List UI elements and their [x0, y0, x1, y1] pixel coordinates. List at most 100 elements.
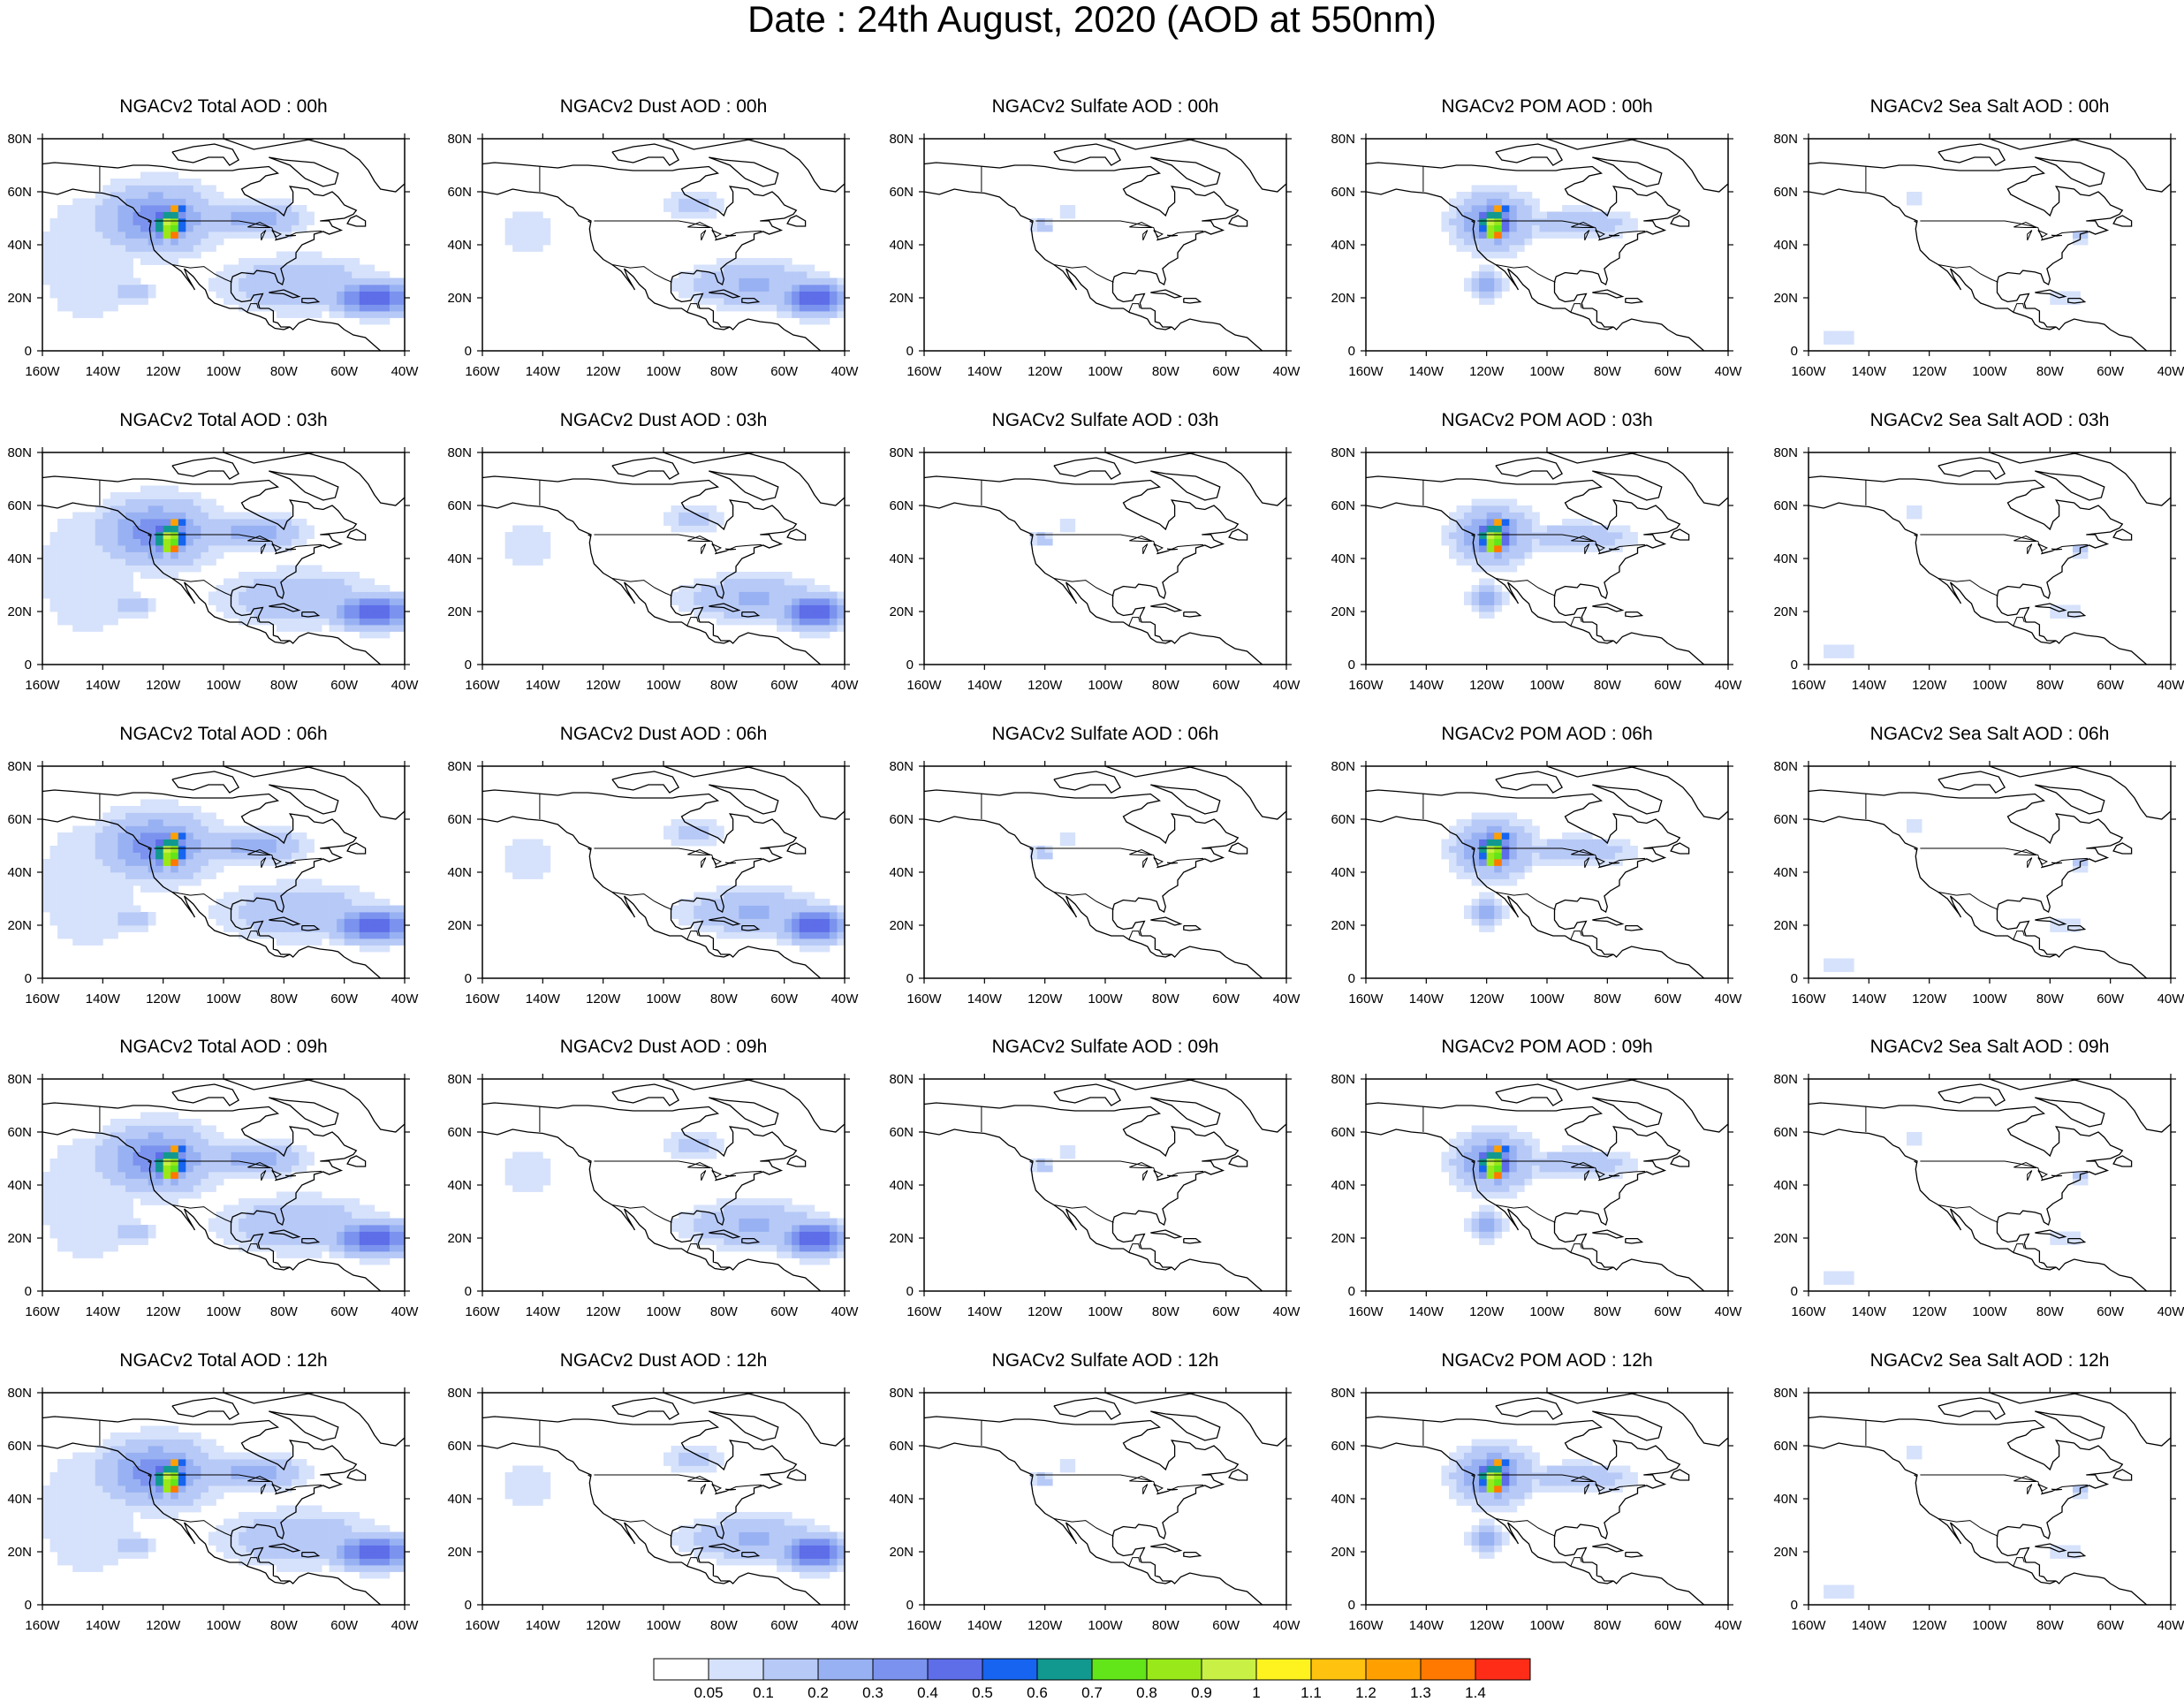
- aod-cell: [133, 1151, 141, 1159]
- aod-cell: [1456, 846, 1465, 853]
- aod-cell: [762, 572, 770, 579]
- great-lakes: [271, 230, 282, 238]
- aod-cell: [1562, 545, 1570, 552]
- aod-cell: [155, 512, 163, 520]
- aod-cell: [148, 565, 156, 573]
- country-border: [2013, 931, 2025, 940]
- aod-cell: [64, 1165, 73, 1173]
- lon-tick-label: 80W: [270, 1304, 299, 1319]
- aod-cell: [1524, 825, 1533, 833]
- aod-cell: [95, 1191, 103, 1199]
- aod-cell: [125, 1231, 133, 1239]
- aod-cell: [72, 892, 81, 900]
- aod-cell: [208, 505, 216, 513]
- aod-cell: [2080, 859, 2089, 866]
- aod-cell: [837, 938, 846, 946]
- aod-cell: [246, 859, 254, 866]
- aod-cell: [80, 238, 88, 246]
- aod-cell: [178, 545, 186, 552]
- aod-cell: [171, 1185, 179, 1192]
- aod-cell: [679, 1218, 686, 1226]
- aod-cell: [95, 872, 103, 879]
- aod-cell: [110, 205, 118, 212]
- aod-cell: [731, 618, 739, 626]
- aod-cell: [284, 285, 292, 292]
- lon-tick-label: 100W: [206, 992, 241, 1007]
- aod-cell: [2065, 925, 2074, 932]
- aod-cell: [1607, 846, 1616, 853]
- aod-cell: [1509, 218, 1518, 225]
- aod-cell: [64, 538, 73, 546]
- lon-tick-label: 40W: [1273, 992, 1301, 1007]
- lat-tick-label: 20N: [1773, 604, 1798, 619]
- coastline: [1628, 766, 1728, 820]
- coastline: [1667, 329, 1705, 351]
- aod-cell: [1501, 185, 1510, 193]
- aod-cell: [1479, 218, 1487, 225]
- aod-cell: [118, 238, 126, 246]
- aod-cell: [171, 1132, 179, 1139]
- aod-cell: [64, 232, 73, 239]
- aod-cell: [519, 1178, 528, 1186]
- coastline: [1938, 143, 2006, 166]
- aod-cell: [1494, 251, 1503, 259]
- aod-cell: [201, 1125, 209, 1133]
- aod-cell: [80, 1218, 88, 1226]
- aod-cell: [716, 298, 724, 305]
- aod-cell: [87, 532, 96, 539]
- aod-cell: [527, 852, 536, 860]
- aod-cell: [208, 205, 216, 212]
- aod-cell: [1464, 591, 1472, 599]
- aod-cell: [118, 1238, 126, 1245]
- aod-cell: [527, 232, 536, 239]
- aod-cell: [193, 1178, 201, 1186]
- aod-cell: [307, 285, 315, 292]
- aod-cell: [110, 498, 118, 506]
- aod-cell: [1501, 819, 1510, 826]
- aod-cell: [1456, 211, 1465, 219]
- aod-cell: [216, 1225, 224, 1232]
- aod-cell: [102, 205, 111, 212]
- aod-cell: [261, 885, 269, 893]
- aod-cell: [1839, 338, 1847, 345]
- aod-cell: [49, 846, 58, 853]
- aod-cell: [102, 211, 111, 219]
- aod-cell: [519, 1165, 528, 1173]
- aod-cell: [814, 317, 823, 325]
- aod-cell: [1531, 224, 1540, 232]
- aod-cell: [118, 865, 126, 873]
- aod-cell: [686, 1231, 694, 1239]
- aod-cell: [87, 558, 96, 566]
- aod-cell: [314, 578, 322, 586]
- aod-cell: [799, 925, 808, 932]
- aod-cell: [208, 198, 216, 206]
- country-border: [1495, 264, 1556, 283]
- aod-cell: [1479, 291, 1487, 299]
- aod-cell: [337, 1244, 345, 1252]
- aod-cell: [72, 1238, 81, 1245]
- aod-cell: [799, 264, 808, 272]
- aod-cell: [807, 271, 815, 278]
- aod-cell: [709, 285, 717, 292]
- coastline: [1592, 156, 1663, 187]
- aod-cell: [208, 512, 216, 520]
- aod-cell: [307, 1204, 315, 1212]
- aod-cell: [133, 545, 141, 552]
- aod-cell: [261, 578, 269, 586]
- aod-cell: [1456, 832, 1465, 840]
- aod-cell: [352, 938, 360, 946]
- aod-cell: [133, 872, 141, 879]
- aod-cell: [163, 519, 171, 526]
- aod-cell: [389, 1231, 398, 1239]
- aod-cell: [276, 625, 284, 632]
- aod-cell: [2073, 918, 2081, 926]
- aod-cell: [314, 899, 322, 906]
- aod-cell: [716, 291, 724, 299]
- aod-cell: [359, 905, 368, 913]
- aod-cell: [110, 591, 118, 599]
- aod-cell: [125, 892, 133, 900]
- aod-cell: [284, 258, 292, 265]
- aod-cell: [118, 598, 126, 605]
- aod-cell: [208, 1185, 216, 1192]
- aod-cell: [1471, 532, 1480, 539]
